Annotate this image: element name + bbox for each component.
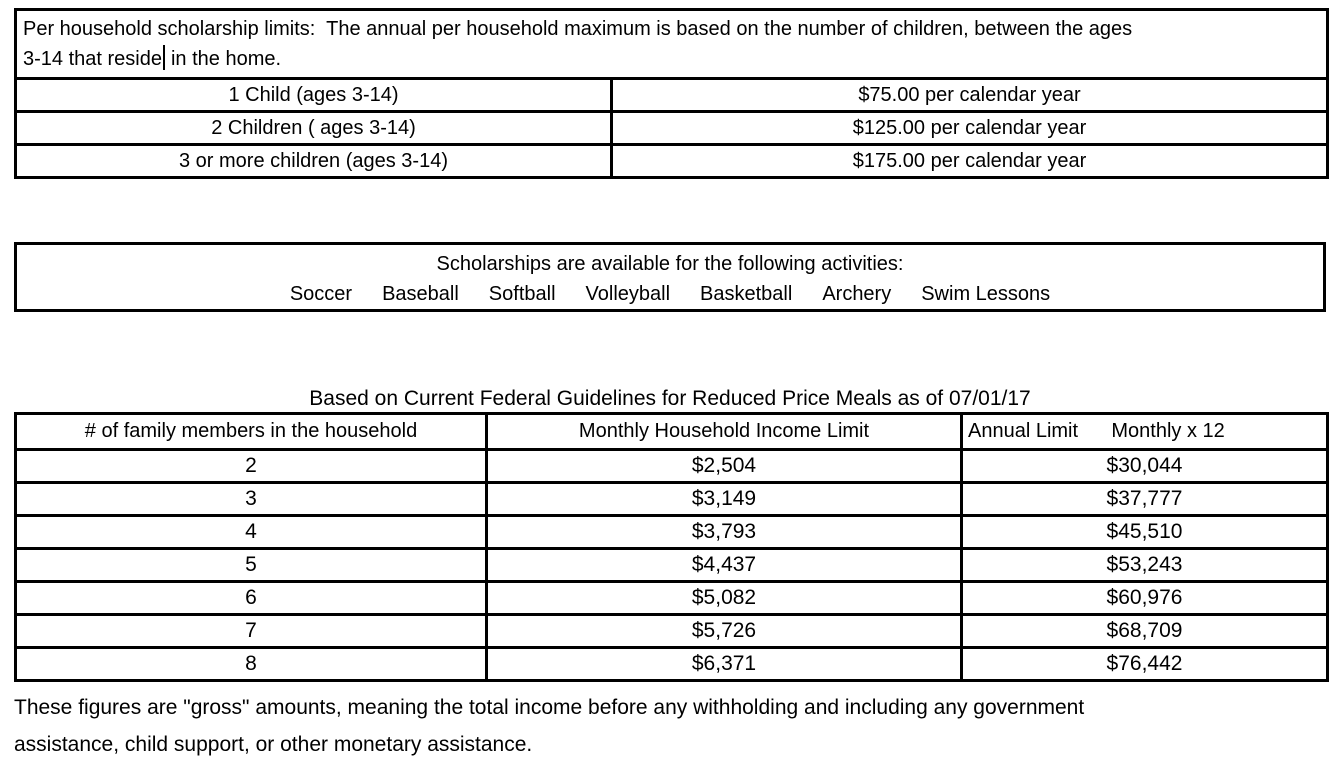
table-row: 5 $4,437 $53,243 — [14, 547, 1329, 583]
table-row: 3 or more children (ages 3-14) $175.00 p… — [14, 143, 1330, 179]
monthly-limit-cell[interactable]: $3,793 — [485, 514, 963, 550]
children-count-cell[interactable]: 1 Child (ages 3-14) — [14, 77, 613, 113]
annual-limit-cell[interactable]: $45,510 — [960, 514, 1329, 550]
activity-item[interactable]: Baseball — [382, 283, 459, 305]
limit-amount-cell[interactable]: $175.00 per calendar year — [609, 143, 1330, 179]
scholarship-limits-table: Per household scholarship limits: The an… — [13, 8, 1330, 179]
children-count-cell[interactable]: 3 or more children (ages 3-14) — [14, 143, 613, 179]
activity-item[interactable]: Basketball — [700, 283, 793, 305]
guidelines-heading[interactable]: Based on Current Federal Guidelines for … — [309, 387, 1031, 410]
family-members-cell[interactable]: 5 — [14, 547, 488, 583]
activities-list: Soccer Baseball Softball Volleyball Bask… — [17, 278, 1323, 310]
table-row: 7 $5,726 $68,709 — [14, 613, 1329, 649]
annual-limit-cell[interactable]: $37,777 — [960, 481, 1329, 517]
activity-item[interactable]: Soccer — [289, 283, 353, 305]
table-header-row: # of family members in the household Mon… — [14, 412, 1329, 451]
activity-item[interactable]: Swim Lessons — [921, 283, 1051, 305]
activity-item[interactable]: Volleyball — [585, 283, 671, 305]
activity-item[interactable]: Archery — [822, 283, 892, 305]
activities-box: Scholarships are available for the follo… — [14, 242, 1326, 312]
family-members-cell[interactable]: 7 — [14, 613, 488, 649]
activities-heading[interactable]: Scholarships are available for the follo… — [436, 253, 904, 275]
annual-limit-cell[interactable]: $76,442 — [960, 646, 1329, 682]
document-page: Per household scholarship limits: The an… — [0, 8, 1341, 760]
family-members-cell[interactable]: 6 — [14, 580, 488, 616]
monthly-limit-cell[interactable]: $5,082 — [485, 580, 963, 616]
monthly-limit-cell[interactable]: $3,149 — [485, 481, 963, 517]
footer-line-2[interactable]: assistance, child support, or other mone… — [14, 733, 533, 756]
annual-limit-cell[interactable]: $30,044 — [960, 448, 1329, 484]
annual-limit-cell[interactable]: $68,709 — [960, 613, 1329, 649]
table-row: 3 $3,149 $37,777 — [14, 481, 1329, 517]
col-header-monthly-income-limit[interactable]: Monthly Household Income Limit — [485, 412, 963, 451]
table-row: 4 $3,793 $45,510 — [14, 514, 1329, 550]
monthly-limit-cell[interactable]: $4,437 — [485, 547, 963, 583]
monthly-limit-cell[interactable]: $6,371 — [485, 646, 963, 682]
table-row: 2 Children ( ages 3-14) $125.00 per cale… — [14, 110, 1330, 146]
limit-amount-cell[interactable]: $125.00 per calendar year — [609, 110, 1330, 146]
monthly-limit-cell[interactable]: $5,726 — [485, 613, 963, 649]
income-guidelines-table: # of family members in the household Mon… — [14, 412, 1329, 682]
table-row: 8 $6,371 $76,442 — [14, 646, 1329, 682]
footer-line-1[interactable]: These figures are "gross" amounts, meani… — [14, 696, 1085, 719]
annual-limit-cell[interactable]: $60,976 — [960, 580, 1329, 616]
text-cursor — [162, 45, 165, 70]
title-line-2-rest: in the home. — [170, 48, 282, 70]
col-header-annual-limit[interactable]: Annual Limit Monthly x 12 — [960, 412, 1329, 451]
monthly-limit-cell[interactable]: $2,504 — [485, 448, 963, 484]
family-members-cell[interactable]: 8 — [14, 646, 488, 682]
family-members-cell[interactable]: 3 — [14, 481, 488, 517]
footer-note: These figures are "gross" amounts, meani… — [14, 689, 1341, 763]
table-row: 2 $2,504 $30,044 — [14, 448, 1329, 484]
scholarship-limits-title-cell[interactable]: Per household scholarship limits: The an… — [13, 8, 1330, 80]
title-line-1: Per household scholarship limits: The an… — [23, 18, 1133, 40]
annual-limit-cell[interactable]: $53,243 — [960, 547, 1329, 583]
title-line-2: 3-14 that reside in the home. — [23, 44, 1320, 74]
col-header-family-members[interactable]: # of family members in the household — [14, 412, 488, 451]
table-row: 1 Child (ages 3-14) $75.00 per calendar … — [14, 77, 1330, 113]
activity-item[interactable]: Softball — [488, 283, 556, 305]
limit-amount-cell[interactable]: $75.00 per calendar year — [609, 77, 1330, 113]
family-members-cell[interactable]: 4 — [14, 514, 488, 550]
family-members-cell[interactable]: 2 — [14, 448, 488, 484]
children-count-cell[interactable]: 2 Children ( ages 3-14) — [14, 110, 613, 146]
title-line-2-text: 3-14 that reside — [23, 48, 162, 70]
table-row: 6 $5,082 $60,976 — [14, 580, 1329, 616]
table-row: Per household scholarship limits: The an… — [13, 8, 1330, 80]
